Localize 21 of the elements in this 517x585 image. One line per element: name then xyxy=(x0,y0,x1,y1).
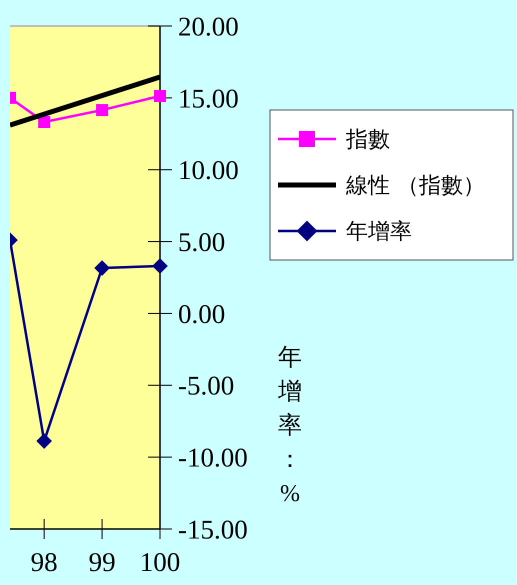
y-tick-label: -15.00 xyxy=(178,514,248,544)
x-tick-label: 99 xyxy=(88,547,116,577)
y-tick-label: -10.00 xyxy=(178,442,248,473)
x-tick-label: 100 xyxy=(140,547,180,577)
legend-label: 線性 （指數） xyxy=(345,174,485,199)
point xyxy=(154,90,166,102)
y-axis-title: 年增率：% xyxy=(277,345,302,507)
y-tick-label: -5.00 xyxy=(178,370,234,401)
y-tick-label: 10.00 xyxy=(178,155,239,186)
point xyxy=(36,433,52,449)
y-tick-label: 5.00 xyxy=(178,227,226,258)
point xyxy=(38,116,50,128)
legend-label: 指數 xyxy=(345,128,390,153)
point xyxy=(96,104,108,116)
point xyxy=(94,260,110,276)
point xyxy=(152,258,168,274)
y-tick-label: 20.00 xyxy=(178,11,239,42)
y-tick-label: 0.00 xyxy=(178,298,226,329)
legend-label: 年增率 xyxy=(346,220,412,245)
x-tick-label: 98 xyxy=(30,547,58,577)
y-tick-label: 15.00 xyxy=(178,83,239,114)
